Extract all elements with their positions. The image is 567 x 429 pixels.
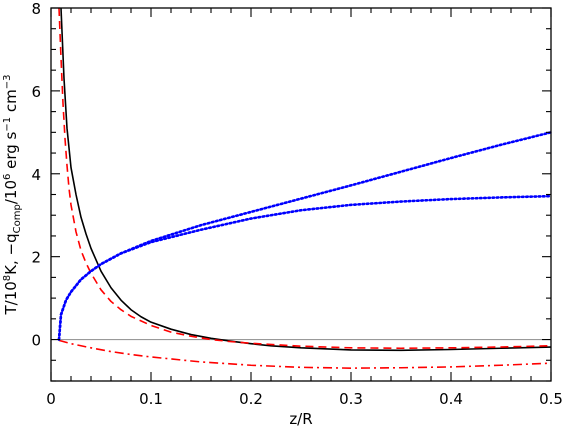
x-axis-label: z/R [289, 410, 312, 428]
y-tick-label: 4 [31, 166, 41, 184]
y-axis-label-sup: 6 [2, 174, 13, 180]
x-tick-label: 0.2 [239, 390, 263, 408]
series-line-2-dashed [58, 7, 552, 350]
x-tick-label: 0.3 [339, 390, 363, 408]
y-axis-label-normal: cm [2, 89, 20, 117]
y-tick-label: 6 [31, 83, 41, 101]
y-axis-label-sub: Comp [12, 204, 23, 233]
x-tick-label: 0.4 [439, 390, 463, 408]
y-axis-label-sup: 8 [2, 275, 13, 281]
y-axis-label-normal: erg s [2, 131, 20, 173]
ticks-layer [50, 7, 552, 382]
x-tick-label: 0 [46, 390, 56, 408]
y-tick-label: 0 [31, 332, 41, 350]
y-axis-label-normal: T/10 [2, 281, 20, 315]
x-tick-label: 0.1 [139, 390, 163, 408]
series-layer [57, 7, 553, 369]
tick-labels-layer: 0 0.1 0.2 0.3 0.4 0.5 0 2 4 6 8 [31, 0, 562, 408]
x-tick-label: 0.5 [539, 390, 563, 408]
y-axis-label-sup: −1 [2, 117, 13, 132]
y-tick-label: 2 [31, 249, 41, 267]
y-axis-label-sup: −3 [2, 74, 13, 89]
plot-frame [50, 7, 552, 382]
y-axis-label-normal: /10 [2, 180, 20, 204]
series-line-1-solid [60, 7, 552, 352]
series-line-4-dotted [57, 131, 553, 341]
series-line-5-dotted [57, 194, 553, 341]
y-axis-label-normal: K, −q [2, 233, 20, 274]
series-line-3-dashdot [58, 339, 552, 369]
y-axis-label: T/108K, −qComp/106 erg s−1 cm−3 [2, 74, 23, 315]
y-tick-label: 8 [31, 0, 41, 18]
